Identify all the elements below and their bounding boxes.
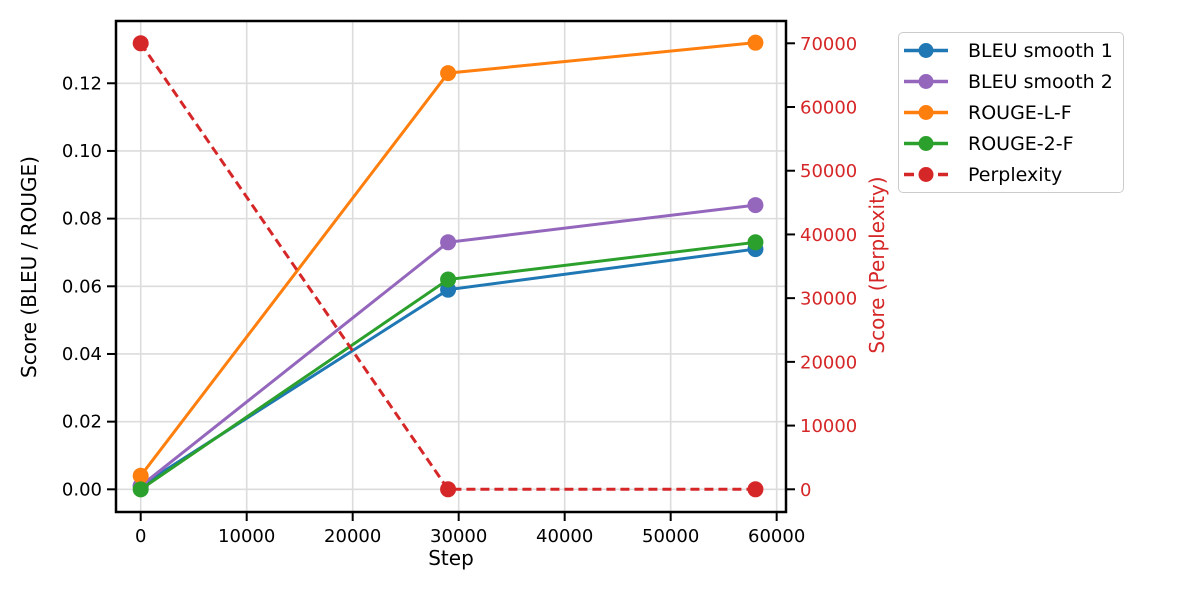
x-tick-label: 0 [135,526,146,547]
series-marker-perplexity [747,481,764,498]
legend-label: BLEU smooth 1 [968,39,1113,62]
series-marker-rouge-2-f [747,234,764,251]
series-marker-rouge-l-f [747,34,764,51]
plot-border [114,19,788,514]
legend-swatch-icon [904,105,948,120]
legend-swatch-icon [904,136,948,151]
legend-item-bleu-smooth-2: BLEU smooth 2 [900,66,1113,97]
y-tick-label-left: 0.08 [62,209,102,230]
series-marker-perplexity [440,481,457,498]
y-tick-label-right: 20000 [800,352,857,373]
series-marker-bleu-smooth-2 [440,234,457,251]
y-tick-label-left: 0.00 [62,479,102,500]
series-marker-perplexity [132,35,149,52]
legend-item-rouge-2-f: ROUGE-2-F [900,128,1113,159]
x-tick-label: 40000 [536,526,593,547]
legend-swatch-icon [904,74,948,89]
y-tick-label-left: 0.12 [62,73,102,94]
series-marker-rouge-l-f [132,467,149,484]
y-tick-label-left: 0.02 [62,412,102,433]
legend-label: ROUGE-L-F [968,101,1072,124]
y-tick-label-left: 0.04 [62,344,102,365]
legend: BLEU smooth 1 BLEU smooth 2 ROUGE-L-F ROUGE… [898,32,1124,193]
legend-item-rouge-l-f: ROUGE-L-F [900,97,1113,128]
x-axis-label: Step [428,546,474,570]
y-axis-label-left: Score (BLEU / ROUGE) [17,156,41,378]
series-marker-rouge-l-f [440,65,457,82]
legend-label: Perplexity [968,163,1063,186]
legend-item-perplexity: Perplexity [900,159,1113,190]
series-marker-rouge-2-f [132,481,149,498]
series-line-rouge-l-f [139,41,756,477]
x-tick-label: 60000 [748,526,805,547]
legend-swatch-icon [904,167,948,182]
series-marker-rouge-2-f [440,271,457,288]
x-tick-label: 10000 [218,526,275,547]
x-tick-label: 20000 [324,526,381,547]
y-tick-label-right: 30000 [800,289,857,310]
legend-swatch-icon [904,43,948,58]
legend-label: BLEU smooth 2 [968,70,1113,93]
y-tick-label-right: 70000 [800,34,857,55]
series-line-perplexity [139,42,756,491]
y-tick-label-right: 50000 [800,161,857,182]
legend-item-bleu-smooth-1: BLEU smooth 1 [900,35,1113,66]
series-marker-bleu-smooth-2 [747,197,764,214]
x-tick-label: 50000 [642,526,699,547]
y-axis-label-right: Score (Perplexity) [865,176,889,354]
x-tick-label: 30000 [430,526,487,547]
y-tick-label-right: 40000 [800,225,857,246]
y-tick-label-left: 0.10 [62,141,102,162]
y-tick-label-right: 0 [800,480,811,501]
y-tick-label-left: 0.06 [62,276,102,297]
y-tick-label-right: 60000 [800,98,857,119]
legend-label: ROUGE-2-F [968,132,1074,155]
y-tick-label-right: 10000 [800,416,857,437]
